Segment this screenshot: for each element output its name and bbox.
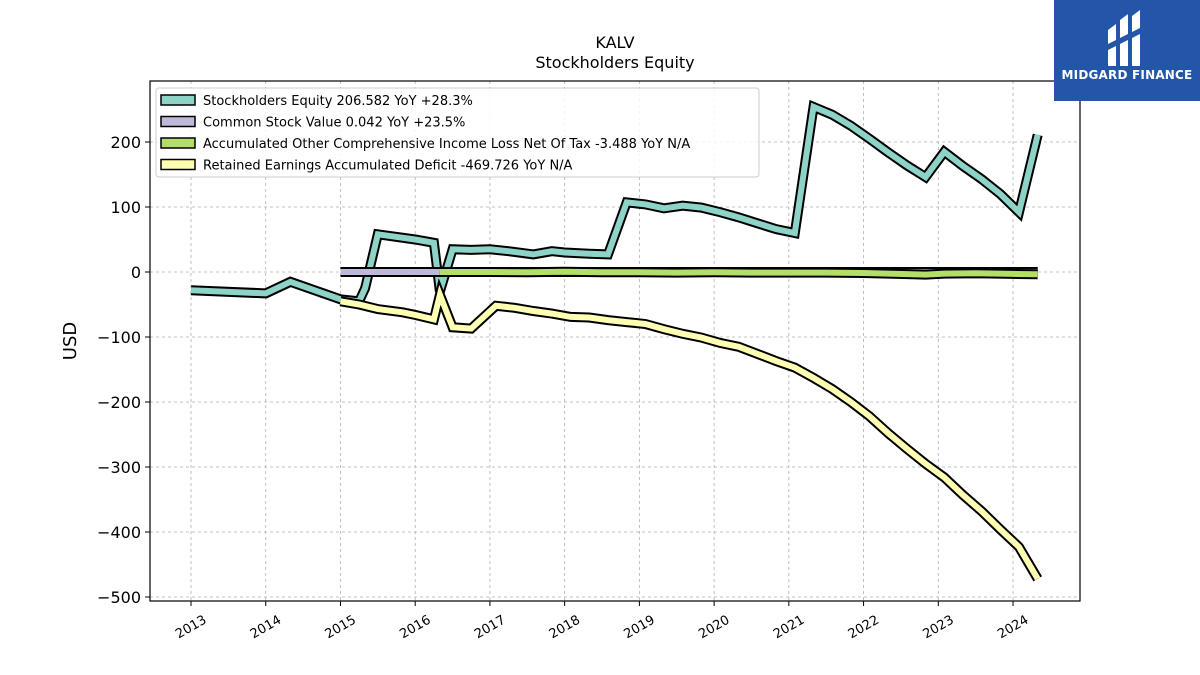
y-axis: 200 100 0 −100 −200 −300 −400 −500 (97, 133, 150, 607)
plot-frame (149, 80, 1081, 602)
x-tick-label: 2024 (995, 613, 1031, 643)
x-tick-label: 2021 (771, 613, 807, 643)
series-line (190, 102, 1041, 305)
chart-subtitle: Stockholders Equity (535, 53, 694, 72)
y-tick-label: −100 (97, 328, 141, 347)
series-3 (339, 278, 1043, 582)
chart-title: KALV (595, 33, 634, 52)
x-tick-label: 2016 (397, 613, 433, 643)
series-2 (439, 266, 1038, 280)
legend-label: Accumulated Other Comprehensive Income L… (203, 137, 690, 152)
legend-label: Stockholders Equity 206.582 YoY +28.3% (203, 94, 473, 109)
y-axis-label: USD (60, 322, 81, 360)
series-0 (190, 99, 1043, 307)
legend-item: Stockholders Equity 206.582 YoY +28.3% (160, 94, 473, 109)
x-tick-label: 2014 (248, 613, 284, 643)
y-tick-label: 200 (110, 133, 141, 152)
y-tick-label: −300 (97, 458, 141, 477)
x-tick-label: 2020 (696, 613, 732, 643)
legend-item: Common Stock Value 0.042 YoY +23.5% (160, 115, 465, 131)
x-tick-label: 2013 (173, 613, 209, 643)
legend-swatch (160, 115, 196, 128)
series-line (339, 284, 1041, 581)
x-tick-label: 2019 (622, 613, 658, 643)
logo-text: MIDGARD FINANCE (1061, 68, 1193, 82)
series-line (439, 268, 1038, 278)
x-tick-label: 2018 (547, 613, 583, 643)
x-tick-label: 2023 (920, 613, 956, 643)
y-tick-label: 0 (131, 263, 141, 282)
legend-swatch (160, 158, 196, 171)
series-lines (190, 99, 1043, 582)
x-tick-label: 2022 (846, 613, 882, 643)
y-tick-label: −400 (97, 523, 141, 542)
x-tick-label: 2015 (323, 613, 359, 643)
y-tick-label: 100 (110, 198, 141, 217)
x-axis: 2013 2014 2015 2016 2017 2018 2019 2020 2021 2022… (173, 601, 1031, 642)
legend-swatch (160, 94, 196, 106)
legend-item: Accumulated Other Comprehensive Income L… (160, 137, 690, 152)
midgard-logo-icon (1108, 10, 1140, 66)
midgard-finance-logo: MIDGARD FINANCE (1054, 0, 1200, 101)
y-tick-label: −500 (97, 588, 141, 607)
legend-swatch (160, 137, 196, 149)
y-tick-label: −200 (97, 393, 141, 412)
x-tick-label: 2017 (472, 613, 508, 643)
legend-frame (155, 87, 760, 178)
legend-label: Common Stock Value 0.042 YoY +23.5% (203, 116, 465, 131)
legend-label: Retained Earnings Accumulated Deficit -4… (203, 159, 573, 174)
legend: Stockholders Equity 206.582 YoY +28.3% Co… (155, 87, 760, 178)
legend-item: Retained Earnings Accumulated Deficit -4… (160, 158, 573, 174)
